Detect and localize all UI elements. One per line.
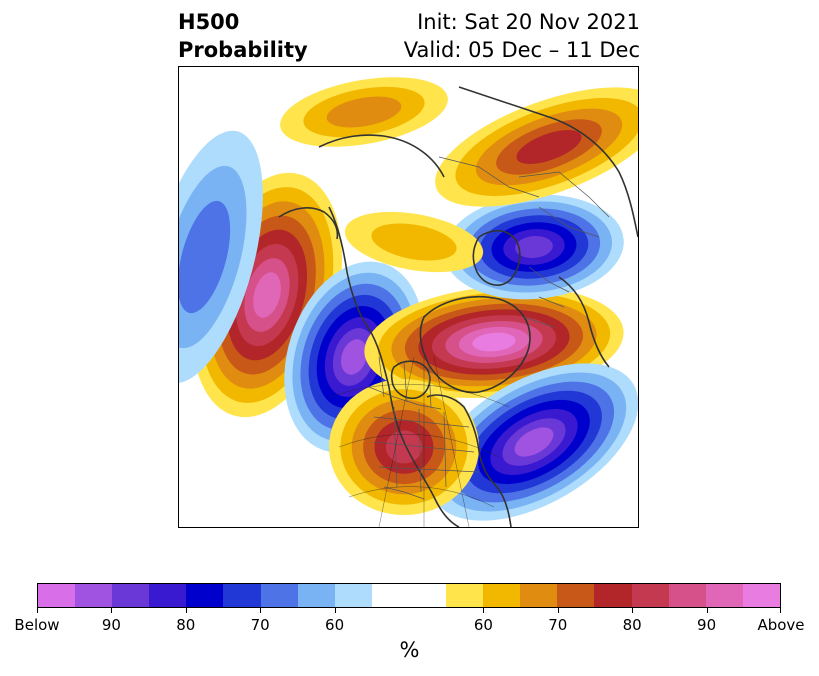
colorbar-tick xyxy=(185,608,187,613)
colorbar-tick-label: 60 xyxy=(473,616,493,634)
colorbar-segment-6 xyxy=(260,584,298,607)
anomaly-eastern-us-above xyxy=(329,379,479,515)
gridline-lat xyxy=(328,383,510,508)
contour-level-4 xyxy=(516,129,582,165)
border-russia xyxy=(438,156,540,198)
colorbar-segment-11 xyxy=(446,584,484,607)
latlon-grid xyxy=(328,356,510,527)
colorbar-segment-2 xyxy=(112,584,150,607)
coastline-north-america-west xyxy=(328,206,460,527)
coastline-europe xyxy=(558,276,610,368)
colorbar-segment-1 xyxy=(75,584,113,607)
init-time: Init: Sat 20 Nov 2021 xyxy=(417,10,640,34)
colorbar-tick xyxy=(632,608,634,613)
anomaly-north-atlantic-below xyxy=(429,363,638,521)
contour-level-7 xyxy=(253,272,281,318)
colorbar-tick xyxy=(706,608,708,613)
border-us-mexico xyxy=(383,486,425,500)
coastline-scandinavia xyxy=(472,229,521,286)
coastline-layer xyxy=(278,86,638,527)
anomaly-aleutian-below xyxy=(179,130,263,384)
colorbar-segment-9 xyxy=(371,584,409,607)
colorbar-segment-13 xyxy=(520,584,558,607)
colorbar-tick xyxy=(111,608,113,613)
colorbar-segment-7 xyxy=(297,584,335,607)
colorbar-segment-8 xyxy=(334,584,372,607)
colorbar-tick xyxy=(260,608,262,613)
colorbar-segment-18 xyxy=(705,584,743,607)
gridline-lon xyxy=(378,356,470,527)
colorbar-unit-label: % xyxy=(399,638,420,662)
border-asia xyxy=(518,171,610,238)
probability-map xyxy=(179,77,638,527)
colorbar-segment-17 xyxy=(668,584,706,607)
colorbar xyxy=(37,583,781,608)
coastline-siberia xyxy=(318,134,445,178)
contour-level-2 xyxy=(326,96,402,128)
valid-period: Valid: 05 Dec – 11 Dec xyxy=(403,38,640,62)
colorbar-tick xyxy=(557,608,559,613)
contour-level-5 xyxy=(385,430,423,464)
colorbar-tick xyxy=(780,608,781,613)
coastline-greenland xyxy=(419,295,531,394)
coastline-hudson-bay xyxy=(390,360,431,400)
contour-level-1 xyxy=(371,223,457,261)
colorbar-ticks xyxy=(37,608,781,616)
colorbar-segment-4 xyxy=(186,584,224,607)
colorbar-tick xyxy=(334,608,336,613)
map-panel xyxy=(178,66,639,528)
title-right: Init: Sat 20 Nov 2021 Valid: 05 Dec – 11… xyxy=(404,8,640,64)
colorbar-tick-label: 90 xyxy=(101,616,121,634)
title-left: H500 Probability xyxy=(178,8,308,64)
contour-level-7 xyxy=(341,339,367,375)
colorbar-tick-label: 80 xyxy=(176,616,196,634)
border-canada-provinces xyxy=(378,356,432,408)
colorbar-tick-label: 90 xyxy=(697,616,717,634)
anomaly-eurasia-above xyxy=(435,87,638,207)
contour-level-2 xyxy=(179,200,231,314)
colorbar-tick-label: Above xyxy=(757,616,805,634)
colorbar-segment-10 xyxy=(408,584,447,607)
colorbar-tick xyxy=(483,608,485,613)
title-field: Probability xyxy=(178,38,308,62)
anomaly-layer xyxy=(179,77,638,521)
colorbar-segment-5 xyxy=(223,584,261,607)
contour-level-8 xyxy=(472,332,516,352)
coastline-eurasia xyxy=(458,86,638,238)
anomaly-arctic-above xyxy=(280,77,448,147)
colorbar-segment-14 xyxy=(557,584,595,607)
colorbar-segment-12 xyxy=(483,584,521,607)
anomaly-siberia-below xyxy=(444,194,624,300)
colorbar-segment-16 xyxy=(631,584,669,607)
anomaly-central-arctic-above xyxy=(344,211,484,273)
contour-level-7 xyxy=(514,427,554,457)
colorbar-segment-3 xyxy=(149,584,187,607)
colorbar-labels: Below 90 80 70 60 60 70 80 90 Above xyxy=(0,616,819,636)
title-variable: H500 xyxy=(178,10,240,34)
contour-level-6 xyxy=(515,236,553,258)
colorbar-tick-label: 70 xyxy=(250,616,270,634)
colorbar-segment-15 xyxy=(594,584,632,607)
border-us-canada xyxy=(368,386,442,410)
coastline-alaska xyxy=(278,207,339,240)
colorbar-tick-label: 80 xyxy=(622,616,642,634)
colorbar-segment-0 xyxy=(38,584,76,607)
colorbar-segment-19 xyxy=(742,584,780,607)
colorbar-tick-label: Below xyxy=(14,616,60,634)
colorbar-tick-label: 70 xyxy=(548,616,568,634)
border-europe xyxy=(523,266,570,328)
coastline-north-america-east xyxy=(426,394,512,527)
colorbar-tick xyxy=(37,608,38,613)
colorbar-tick-label: 60 xyxy=(325,616,345,634)
